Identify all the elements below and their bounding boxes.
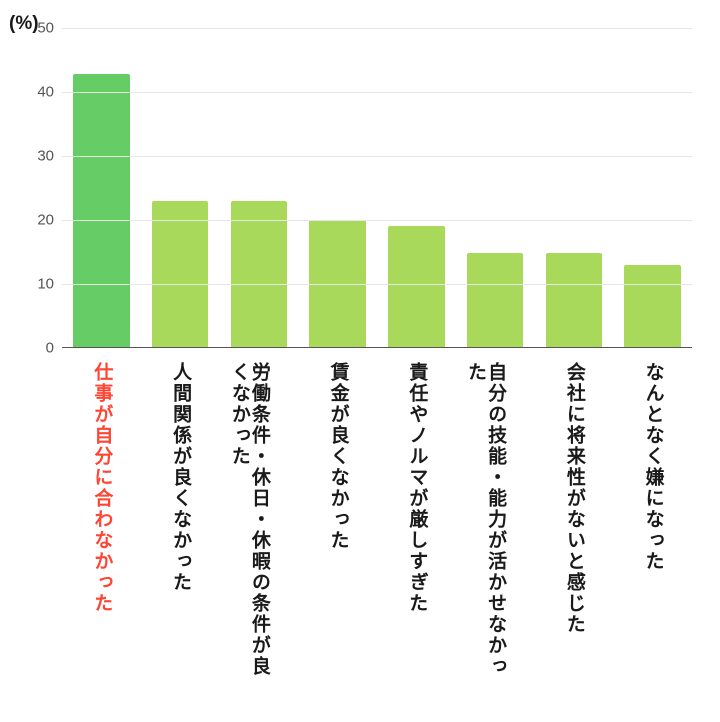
bar [73, 74, 130, 347]
bar [231, 201, 288, 347]
y-tick-label: 30 [37, 148, 62, 165]
y-axis-unit-label: (%) [9, 13, 39, 35]
x-category-label: 労働条件・休日・休暇の条件が良くなかった [229, 362, 269, 682]
gridline [62, 92, 692, 93]
bar [152, 201, 209, 347]
x-axis-labels: 仕事が自分に合わなかった 人間関係が良くなかった 労働条件・休日・休暇の条件が良くな… [62, 362, 692, 722]
bar [388, 226, 445, 347]
x-category-label: なんとなく嫌になった [643, 362, 663, 572]
y-tick-label: 10 [37, 276, 62, 293]
y-tick-label: 50 [37, 20, 62, 37]
x-category-label: 人間関係が良くなかった [170, 362, 190, 593]
x-category-label: 賃金が良くなかった [328, 362, 348, 551]
x-category-label: 自分の技能・能力が活かせなかった [465, 362, 505, 682]
chart-container: (%) 01020304050 仕事が自分に合わなかった人間関係が良くなかった労… [0, 0, 720, 720]
gridline [62, 28, 692, 29]
gridline [62, 284, 692, 285]
plot-area: 01020304050 [62, 28, 692, 348]
gridline [62, 220, 692, 221]
gridline [62, 156, 692, 157]
bars-layer [62, 28, 692, 347]
bar [467, 253, 524, 347]
bar [624, 265, 681, 347]
y-tick-label: 20 [37, 212, 62, 229]
y-tick-label: 40 [37, 84, 62, 101]
y-tick-label: 0 [46, 340, 62, 357]
x-category-label: 責任やノルマが厳しすぎた [406, 362, 426, 614]
bar [546, 253, 603, 347]
x-category-label: 会社に将来性がないと感じた [564, 362, 584, 635]
x-category-label: 仕事が自分に合わなかった [91, 362, 111, 614]
